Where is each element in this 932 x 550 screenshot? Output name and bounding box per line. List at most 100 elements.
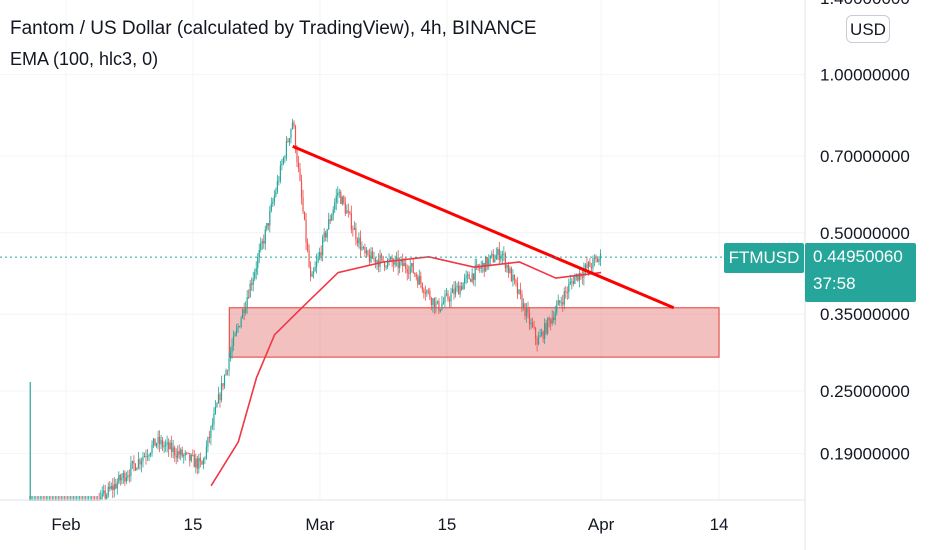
candle-body xyxy=(237,326,239,329)
candle-body xyxy=(234,333,236,337)
candle-body xyxy=(219,394,221,401)
candle-body xyxy=(193,455,195,468)
candle-body xyxy=(402,259,404,267)
candle-body xyxy=(275,191,277,196)
candle-body xyxy=(476,264,478,266)
symbol-price-tag: FTMUSD xyxy=(724,243,804,273)
candle-body xyxy=(578,272,580,281)
candle-body xyxy=(110,485,112,489)
candle-body xyxy=(228,358,230,371)
candle-body xyxy=(556,305,558,313)
candle-body xyxy=(465,275,467,279)
candle-body xyxy=(124,472,126,482)
candle-body xyxy=(525,308,528,317)
candle-body xyxy=(516,282,519,294)
candle-body xyxy=(208,437,211,438)
candle-body xyxy=(220,383,223,401)
candle-body xyxy=(486,257,488,267)
candle-body xyxy=(544,323,546,339)
candle-body xyxy=(145,455,147,457)
candle-body xyxy=(470,279,472,282)
candle-body xyxy=(155,443,158,447)
candle-body xyxy=(406,268,408,273)
candle-body xyxy=(302,197,304,212)
candle-body xyxy=(180,449,182,455)
candle-body xyxy=(152,438,155,445)
candle-body xyxy=(199,458,201,462)
candle-body xyxy=(142,457,144,462)
candle-body xyxy=(103,490,105,494)
candle-body xyxy=(418,276,420,285)
candle-body xyxy=(303,211,306,220)
candle-body xyxy=(314,266,316,272)
chart-title: Fantom / US Dollar (calculated by Tradin… xyxy=(10,18,537,39)
candle-body xyxy=(261,241,263,243)
candle-body xyxy=(450,293,452,302)
candle-body xyxy=(341,196,343,204)
candle-body xyxy=(519,289,522,295)
candle-body xyxy=(154,438,156,447)
support-zone[interactable] xyxy=(228,307,720,358)
candle-body xyxy=(125,477,127,482)
candle-body xyxy=(211,424,214,427)
candle-body xyxy=(122,472,124,478)
indicator-legend[interactable]: EMA (100, hlc3, 0) xyxy=(10,49,159,69)
candle-body xyxy=(207,437,209,447)
candle-body xyxy=(448,299,451,302)
candle-body xyxy=(328,219,330,230)
bar-countdown: 37:58 xyxy=(813,274,856,293)
candle-body xyxy=(319,252,321,257)
candle-body xyxy=(459,286,461,295)
candle-body xyxy=(385,266,387,268)
candle-body xyxy=(349,211,351,214)
candle-body xyxy=(269,210,271,226)
candle-body xyxy=(522,303,525,309)
candle-body xyxy=(390,257,392,260)
candle-body xyxy=(146,456,149,458)
candle-body xyxy=(130,463,132,477)
candle-body xyxy=(223,375,226,387)
candle-body xyxy=(300,180,303,198)
candle-body xyxy=(158,436,161,445)
candle-body xyxy=(239,326,241,328)
candle-body xyxy=(101,493,103,498)
candle-body xyxy=(598,258,600,262)
candle-body xyxy=(288,138,291,142)
candle-body xyxy=(133,460,135,465)
candle-body xyxy=(424,293,426,294)
candle-body xyxy=(163,445,165,448)
candle-body xyxy=(287,141,289,142)
candle-body xyxy=(409,266,411,274)
candle-body xyxy=(358,237,360,244)
candle-body xyxy=(445,293,448,296)
candle-body xyxy=(313,271,315,274)
candle-body xyxy=(483,262,485,272)
candle-body xyxy=(559,300,561,303)
x-axis: Feb 15 Mar 15 Apr 14 xyxy=(51,515,728,534)
candle-body xyxy=(325,232,327,238)
trendline[interactable] xyxy=(292,145,675,310)
candle-body xyxy=(571,281,573,283)
candle-body xyxy=(143,455,146,458)
candle-body xyxy=(593,258,596,259)
candle-body xyxy=(334,202,336,210)
candle-body xyxy=(285,141,288,158)
last-price-tag: 0.44950060 37:58 xyxy=(805,243,916,302)
ema-line[interactable] xyxy=(210,255,602,487)
currency-button[interactable]: USD xyxy=(846,15,890,43)
candle-body xyxy=(557,300,559,306)
candle-body xyxy=(533,326,535,328)
candle-body xyxy=(421,283,423,290)
candle-body xyxy=(513,274,516,280)
candle-body xyxy=(592,258,594,269)
candle-body xyxy=(447,293,449,300)
y-tick-label: 1.00000000 xyxy=(820,66,910,85)
candle-body xyxy=(189,452,191,461)
candle-body xyxy=(399,261,401,268)
candle-body xyxy=(148,455,150,457)
candle-body xyxy=(242,309,244,319)
candle-body xyxy=(460,286,463,290)
candle-body xyxy=(408,272,410,274)
candle-body xyxy=(441,303,443,310)
